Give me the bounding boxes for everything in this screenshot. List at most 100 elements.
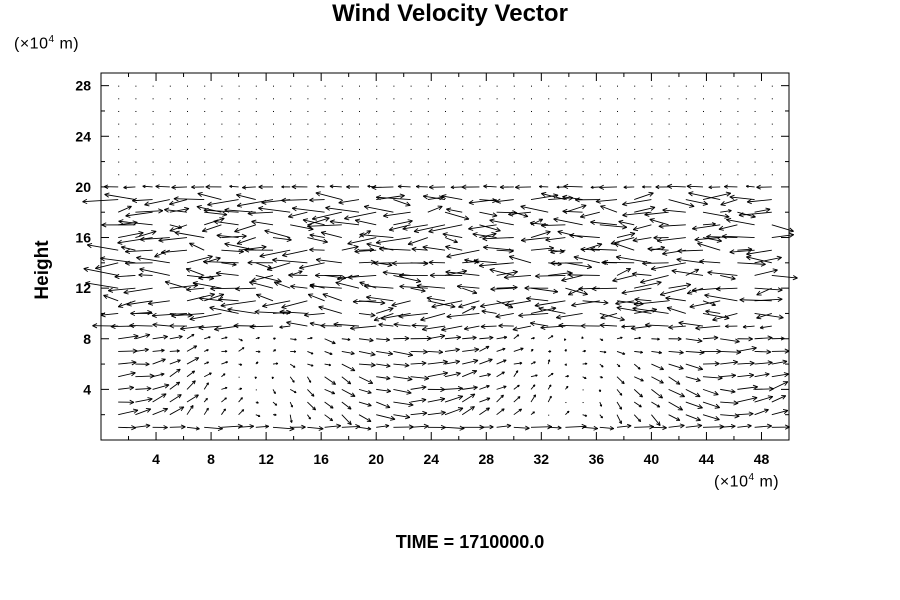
wind-vector (315, 257, 342, 264)
wind-vector (169, 174, 171, 176)
wind-vector (668, 161, 670, 163)
wind-vector (651, 174, 653, 176)
wind-vector (553, 217, 583, 226)
wind-vector (547, 335, 554, 340)
wind-vector (720, 123, 722, 125)
wind-vector (742, 324, 755, 329)
wind-vector (595, 198, 618, 204)
wind-vector (720, 199, 738, 206)
wind-vector (161, 249, 188, 255)
wind-vector (616, 363, 621, 368)
wind-vector (622, 199, 652, 207)
wind-vector (468, 199, 497, 205)
wind-vector (633, 401, 642, 408)
wind-vector (771, 395, 787, 403)
wind-vector (273, 174, 274, 176)
wind-vector (685, 98, 687, 100)
wind-vector (686, 287, 704, 295)
wind-vector (100, 256, 136, 264)
wind-vector (651, 350, 662, 355)
wind-vector (393, 350, 414, 358)
wind-vector (238, 174, 240, 176)
wind-vector (756, 313, 772, 320)
wind-vector (152, 358, 166, 365)
wind-vector (376, 414, 396, 421)
wind-vector (359, 161, 360, 163)
wind-vector (144, 199, 170, 207)
wind-vector (496, 335, 508, 340)
wind-vector (702, 388, 719, 396)
wind-vector (171, 184, 188, 190)
wind-vector (668, 388, 686, 398)
wind-vector (720, 174, 722, 176)
wind-vector (315, 191, 342, 200)
wind-vector (262, 300, 291, 309)
wind-vector (562, 194, 583, 200)
wind-vector (324, 275, 347, 281)
wind-vector (366, 295, 394, 302)
wind-vector (86, 243, 119, 251)
wind-vector (307, 363, 314, 367)
wind-vector (289, 401, 293, 408)
wind-vector (311, 211, 342, 221)
wind-vector (324, 136, 326, 138)
wind-vector (393, 161, 395, 163)
wind-vector (307, 223, 342, 229)
wind-vector (255, 275, 282, 284)
wind-vector (685, 414, 701, 422)
wind-vector (668, 174, 670, 176)
wind-vector (668, 148, 670, 150)
wind-vector (721, 233, 755, 239)
wind-vector (218, 296, 239, 303)
wind-vector (644, 322, 669, 328)
wind-vector (444, 335, 462, 341)
wind-vector (397, 184, 411, 189)
wind-vector (598, 389, 602, 393)
wind-vector (135, 85, 137, 87)
wind-vector (479, 161, 481, 163)
wind-vector (720, 98, 722, 100)
wind-vector (565, 204, 587, 213)
wind-vector (169, 424, 186, 430)
wind-vector (204, 98, 206, 100)
wind-vector (118, 85, 120, 87)
wind-vector (324, 98, 326, 100)
wind-vector (526, 296, 549, 302)
wind-vector (473, 258, 497, 264)
wind-vector (118, 371, 136, 378)
wind-vector (152, 148, 154, 150)
wind-vector (685, 136, 687, 138)
wind-vector (307, 376, 312, 383)
wind-vector (125, 211, 153, 218)
wind-vector (221, 110, 223, 112)
wind-vector (649, 218, 669, 226)
wind-vector (737, 110, 739, 112)
wind-vector (427, 85, 429, 87)
wind-vector (255, 401, 259, 404)
wind-vector (771, 98, 773, 100)
wind-vector (479, 232, 497, 238)
wind-vector (513, 347, 524, 352)
wind-vector (376, 123, 378, 125)
wind-vector (204, 425, 223, 432)
wind-vector (422, 194, 446, 200)
wind-vector (548, 148, 550, 150)
wind-vector (703, 110, 704, 112)
wind-vector (668, 123, 670, 125)
wind-vector (496, 347, 506, 352)
wind-vector (720, 373, 737, 379)
wind-vector (307, 174, 309, 176)
wind-vector (481, 309, 497, 314)
wind-vector (564, 348, 567, 352)
wind-vector (668, 282, 692, 289)
wind-vector (299, 262, 325, 270)
wind-vector (158, 237, 188, 243)
wind-vector (496, 174, 498, 176)
wind-vector (307, 425, 324, 431)
wind-vector (599, 375, 603, 379)
wind-vector (548, 110, 550, 112)
wind-vector (427, 424, 446, 430)
wind-vector (479, 373, 491, 378)
wind-vector (393, 322, 411, 328)
wind-vector (513, 85, 515, 87)
